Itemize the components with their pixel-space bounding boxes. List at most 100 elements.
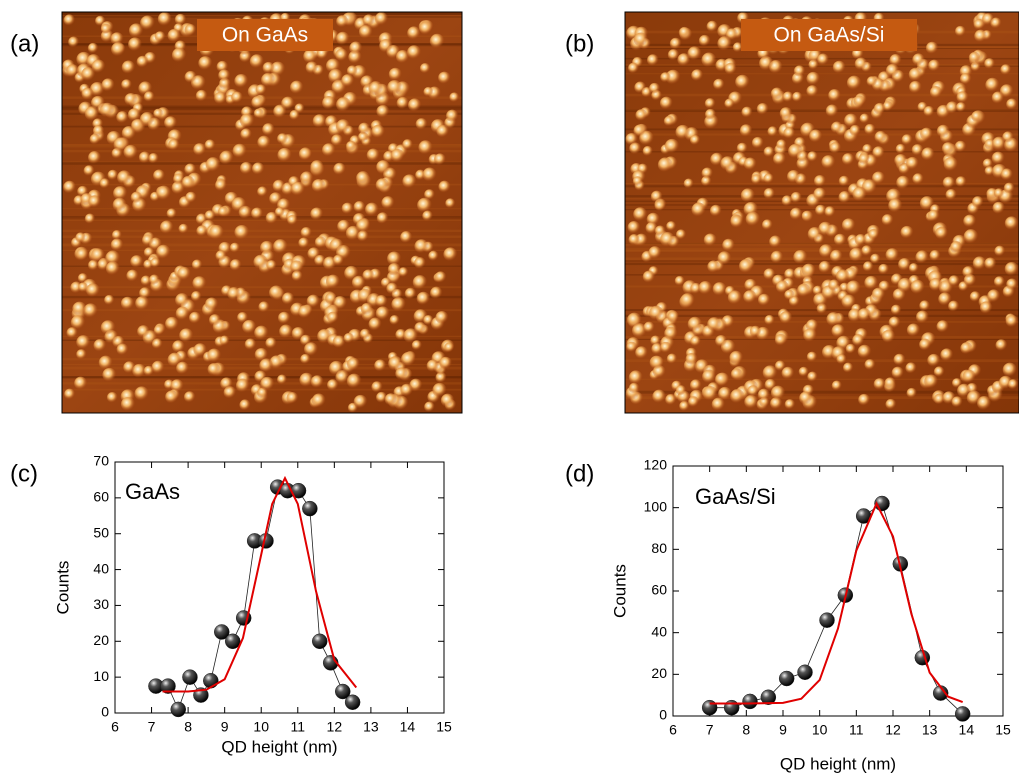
afm-dot — [667, 49, 680, 61]
afm-dot — [137, 325, 150, 338]
y-tick-label: 60 — [93, 489, 109, 505]
afm-dot — [360, 302, 373, 316]
afm-dot — [657, 157, 673, 173]
afm-dot — [214, 91, 228, 105]
afm-dot — [652, 389, 666, 404]
afm-dot — [651, 343, 664, 355]
afm-streak — [62, 125, 462, 128]
afm-dot — [828, 279, 840, 292]
afm-dot — [675, 124, 691, 140]
afm-dot — [289, 109, 300, 121]
afm-dot — [852, 186, 868, 202]
afm-dot — [439, 356, 453, 370]
afm-dot — [711, 397, 726, 412]
afm-dot — [150, 257, 161, 269]
afm-dot — [332, 335, 346, 349]
x-tick-label: 13 — [922, 722, 938, 738]
afm-dot — [195, 213, 208, 226]
afm-dot — [685, 352, 698, 366]
afm-dot — [707, 260, 720, 274]
afm-dot — [325, 274, 341, 289]
x-tick-label: 10 — [253, 719, 269, 735]
afm-dot — [911, 144, 924, 156]
afm-dot — [959, 73, 972, 85]
afm-dot — [788, 143, 803, 159]
afm-dot — [218, 69, 231, 82]
afm-dot — [832, 60, 846, 74]
afm-dot — [801, 263, 816, 278]
afm-dot — [290, 80, 304, 95]
afm-dot — [829, 249, 843, 263]
afm-dot — [314, 236, 327, 249]
afm-dot — [853, 95, 866, 108]
afm-dot — [70, 315, 86, 330]
afm-dot — [346, 65, 358, 77]
afm-streak — [625, 242, 1019, 246]
afm-dot — [126, 269, 139, 282]
afm-dot — [341, 202, 354, 215]
afm-dot — [259, 358, 274, 373]
afm-dot — [792, 91, 803, 103]
afm-dot — [66, 64, 80, 78]
afm-dot — [379, 39, 393, 53]
afm-streak — [625, 335, 1019, 339]
afm-dot — [945, 189, 957, 201]
afm-dot — [357, 288, 373, 304]
afm-dot — [909, 80, 922, 94]
afm-dot — [444, 342, 455, 353]
afm-dot — [927, 353, 941, 367]
afm-dot — [799, 391, 813, 405]
afm-dot — [91, 59, 106, 74]
afm-dot — [807, 371, 818, 383]
afm-dot — [979, 301, 993, 315]
afm-dot — [910, 279, 925, 295]
afm-dot — [336, 15, 349, 28]
afm-dot — [770, 397, 783, 410]
afm-dot — [715, 335, 728, 348]
afm-dot — [244, 338, 257, 351]
afm-dot — [921, 147, 935, 161]
afm-dot — [836, 269, 850, 284]
afm-streak — [625, 73, 1019, 75]
afm-dot — [325, 292, 338, 305]
afm-dot — [159, 220, 174, 235]
afm-dot — [112, 197, 127, 212]
afm-dot — [148, 153, 159, 164]
afm-dot — [389, 315, 400, 326]
afm-dot — [193, 343, 208, 357]
afm-streak — [625, 128, 1019, 131]
afm-dot — [407, 26, 421, 40]
afm-dot — [674, 275, 685, 287]
y-tick-label: 0 — [101, 704, 109, 720]
data-point — [742, 693, 758, 710]
afm-dot — [140, 275, 152, 287]
afm-dot — [287, 214, 298, 226]
afm-dot — [919, 300, 931, 312]
afm-streak — [625, 200, 1019, 203]
afm-dot — [120, 296, 135, 311]
afm-image — [624, 11, 1019, 414]
afm-dot — [231, 197, 247, 212]
afm-streak — [625, 242, 1019, 245]
afm-dot — [387, 262, 401, 277]
afm-dot — [257, 135, 271, 150]
afm-dot — [111, 42, 126, 57]
afm-dot — [390, 148, 405, 163]
afm-dot — [806, 85, 819, 98]
afm-dot — [381, 196, 395, 210]
afm-dot — [310, 160, 324, 174]
afm-dot — [219, 335, 230, 346]
afm-dot — [628, 234, 640, 246]
afm-dot — [376, 391, 388, 404]
afm-dot — [130, 191, 143, 204]
afm-dot — [123, 361, 136, 374]
afm-dot — [642, 145, 654, 157]
afm-dot — [664, 326, 678, 341]
afm-dot — [846, 75, 862, 91]
afm-dot — [955, 176, 967, 188]
afm-dot — [349, 41, 363, 55]
afm-dot — [239, 113, 255, 129]
y-tick-label: 0 — [659, 707, 667, 723]
afm-dot — [167, 352, 183, 368]
